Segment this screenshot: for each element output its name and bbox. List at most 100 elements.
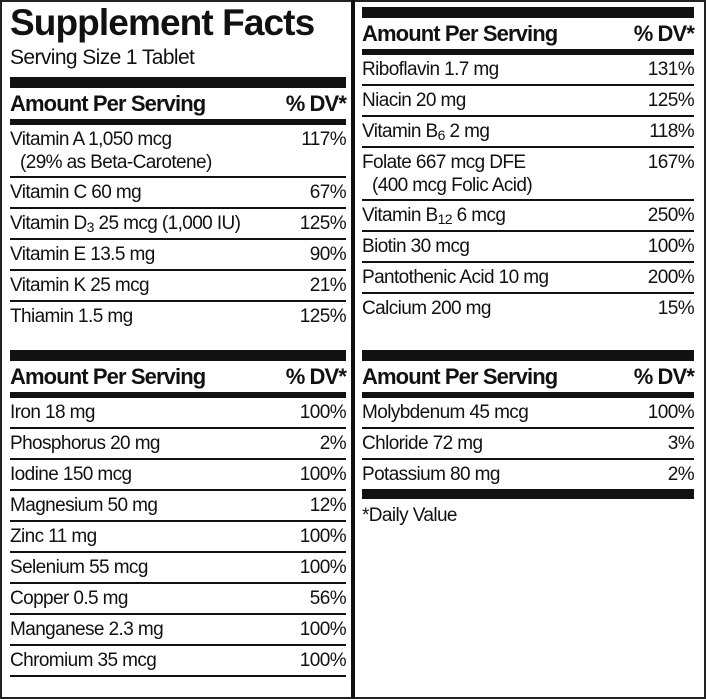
nutrient-label: Manganese 2.3 mg [10,619,164,640]
nutrient-label: Chloride 72 mg [362,433,483,454]
daily-value: 2% [319,433,347,454]
section-header: Amount Per Serving % DV* [10,361,347,392]
nutrient-label: Pantothenic Acid 10 mg [362,267,549,288]
nutrient-row: Manganese 2.3 mg 100% [10,615,347,646]
nutrient-amount: 25 mcg (1,000 IU) [93,213,241,234]
nutrient-row: Vitamin K 25 mcg 21% [10,271,347,302]
nutrient-row: Calcium 200 mg 15% [362,294,695,325]
nutrient-name: Vitamin B12 6 mcg [362,205,506,227]
daily-value: 2% [667,464,695,485]
serving-size: Serving Size 1 Tablet [10,46,195,69]
daily-value: 67% [309,182,347,203]
daily-value: 12% [309,495,347,516]
nutrient-subscript: 3 [86,219,95,235]
nutrient-name: Potassium 80 mg [362,464,500,486]
header-rule [362,49,694,55]
nutrient-name: Selenium 55 mcg [10,557,148,579]
nutrient-row: Vitamin E 13.5 mg 90% [10,240,347,271]
daily-value: 125% [647,90,695,111]
nutrient-name: Folate 667 mcg DFE (400 mcg Folic Acid) [362,152,533,197]
nutrient-row: Pantothenic Acid 10 mg 200% [362,263,695,294]
nutrient-note: (29% as Beta-Carotene) [20,152,212,173]
section-header: Amount Per Serving % DV* [10,88,347,119]
nutrient-subscript: 6 [437,127,446,143]
label-title: Supplement Facts [10,2,315,43]
daily-value: 131% [647,59,695,80]
nutrient-row: Vitamin A 1,050 mcg (29% as Beta-Carotene… [10,125,347,178]
nutrient-name: Vitamin K 25 mcg [10,275,150,297]
nutrient-label: Phosphorus 20 mg [10,433,160,454]
nutrient-label: Biotin 30 mcg [362,236,470,257]
section-bar [10,350,346,361]
nutrient-label: Vitamin C 60 mg [10,182,142,203]
bottom-rule [362,491,694,499]
nutrient-name: Iodine 150 mcg [10,464,132,486]
nutrient-row: Phosphorus 20 mg 2% [10,429,347,460]
nutrient-label: Potassium 80 mg [362,464,500,485]
nutrient-name: Calcium 200 mg [362,298,491,320]
dv-header: % DV* [633,364,695,389]
amount-header: Amount Per Serving [362,21,558,46]
nutrient-amount: 6 mcg [451,205,506,226]
nutrient-section: Amount Per Serving % DV* Riboflavin 1.7 mg… [362,7,695,325]
daily-value: 100% [299,650,347,671]
dv-header: % DV* [285,364,347,389]
nutrient-name: Chromium 35 mcg [10,650,157,672]
nutrient-name: Copper 0.5 mg [10,588,128,610]
nutrient-row: Folate 667 mcg DFE (400 mcg Folic Acid) 16… [362,148,695,201]
nutrient-row: Selenium 55 mcg 100% [10,553,347,584]
nutrient-row: Vitamin C 60 mg 67% [10,178,347,209]
daily-value-footnote: *Daily Value [362,505,457,526]
nutrient-name: Vitamin C 60 mg [10,182,142,204]
nutrient-name: Pantothenic Acid 10 mg [362,267,549,289]
nutrient-row: Chloride 72 mg 3% [362,429,695,460]
nutrient-name: Zinc 11 mg [10,526,97,548]
nutrient-label: Iodine 150 mcg [10,464,132,485]
nutrient-label: Vitamin E 13.5 mg [10,244,155,265]
daily-value: 117% [301,129,346,150]
nutrient-label: Niacin 20 mg [362,90,466,111]
daily-value: 100% [299,557,347,578]
nutrient-label: Molybdenum 45 mcg [362,402,529,423]
nutrient-label: Riboflavin 1.7 mg [362,59,499,80]
nutrient-section: Amount Per Serving % DV* Iron 18 mg 100% Pho… [10,350,347,677]
header-rule [10,392,346,398]
nutrient-name: Phosphorus 20 mg [10,433,160,455]
nutrient-name: Chloride 72 mg [362,433,483,455]
nutrient-row: Potassium 80 mg 2% [362,460,695,491]
nutrient-name: Manganese 2.3 mg [10,619,164,641]
section-header: Amount Per Serving % DV* [362,18,695,49]
nutrient-name: Thiamin 1.5 mg [10,306,133,328]
amount-header: Amount Per Serving [362,364,558,389]
nutrient-name: Niacin 20 mg [362,90,466,112]
daily-value: 3% [667,433,695,454]
nutrient-name: Vitamin E 13.5 mg [10,244,155,266]
daily-value: 125% [299,306,347,327]
nutrient-label: Chromium 35 mcg [10,650,157,671]
column-divider [351,0,355,699]
dv-header: % DV* [285,91,347,116]
daily-value: 56% [309,588,347,609]
nutrient-label: Vitamin A 1,050 mcg [10,129,172,150]
nutrient-row: Iodine 150 mcg 100% [10,460,347,491]
daily-value: 100% [647,402,695,423]
nutrient-row: Molybdenum 45 mcg 100% [362,398,695,429]
nutrient-label: Iron 18 mg [10,402,95,423]
amount-header: Amount Per Serving [10,91,206,116]
nutrient-label: Folate 667 mcg DFE [362,152,526,173]
daily-value: 118% [649,121,694,142]
nutrient-name: Riboflavin 1.7 mg [362,59,499,81]
daily-value: 100% [299,619,347,640]
nutrient-label: Vitamin K 25 mcg [10,275,150,296]
nutrient-section: Amount Per Serving % DV* Molybdenum 45 mcg… [362,350,695,527]
nutrient-label: Thiamin 1.5 mg [10,306,133,327]
daily-value: 90% [309,244,347,265]
nutrient-row: Vitamin B6 2 mg 118% [362,117,695,148]
nutrient-name: Vitamin B6 2 mg [362,121,490,143]
daily-value: 167% [647,152,695,173]
nutrient-section: Amount Per Serving % DV* Vitamin A 1,050 m… [10,77,347,333]
amount-header: Amount Per Serving [10,364,206,389]
daily-value: 100% [299,526,347,547]
daily-value: 125% [299,213,347,234]
nutrient-label: Vitamin B [362,121,438,142]
